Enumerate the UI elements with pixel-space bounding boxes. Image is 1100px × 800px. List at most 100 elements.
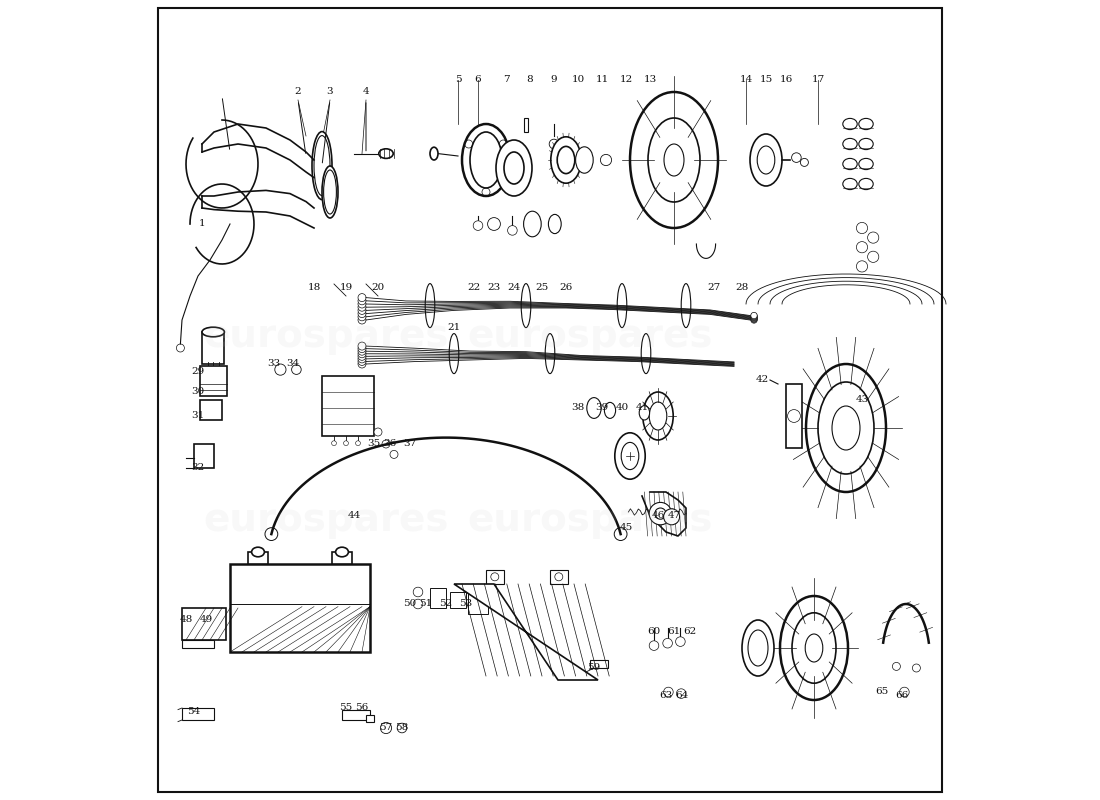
Circle shape [751, 313, 757, 319]
Ellipse shape [859, 178, 873, 190]
Ellipse shape [843, 178, 857, 190]
Text: 49: 49 [199, 615, 212, 625]
Circle shape [355, 441, 361, 446]
Text: 8: 8 [527, 75, 534, 85]
Ellipse shape [604, 402, 616, 418]
Circle shape [649, 641, 659, 650]
Text: 46: 46 [651, 511, 664, 521]
Text: 35: 35 [367, 439, 381, 449]
Ellipse shape [742, 620, 774, 676]
Ellipse shape [202, 327, 224, 337]
Text: 12: 12 [619, 75, 632, 85]
Circle shape [663, 509, 680, 525]
Bar [194, 444, 214, 468]
Text: 11: 11 [595, 75, 608, 85]
Text: 44: 44 [348, 511, 361, 521]
Ellipse shape [832, 406, 860, 450]
Ellipse shape [859, 118, 873, 130]
Bar [469, 592, 488, 614]
Circle shape [751, 312, 757, 318]
Text: 64: 64 [675, 691, 689, 701]
Text: 38: 38 [571, 403, 584, 413]
Text: 48: 48 [179, 615, 192, 625]
Circle shape [788, 410, 801, 422]
Ellipse shape [642, 392, 673, 440]
Circle shape [857, 261, 868, 272]
Circle shape [358, 347, 366, 355]
Circle shape [382, 440, 390, 448]
Ellipse shape [649, 402, 667, 430]
Bar [590, 660, 607, 668]
Circle shape [751, 315, 757, 322]
Bar [249, 552, 267, 564]
Circle shape [358, 300, 366, 308]
Circle shape [397, 723, 407, 733]
Text: 9: 9 [551, 75, 558, 85]
Text: eurospares: eurospares [468, 501, 713, 539]
Bar [182, 608, 225, 640]
Circle shape [751, 315, 757, 322]
Text: 37: 37 [404, 439, 417, 449]
Text: 42: 42 [756, 375, 769, 385]
Circle shape [343, 441, 349, 446]
Bar [366, 715, 374, 722]
Circle shape [358, 350, 366, 358]
Text: 13: 13 [644, 75, 657, 85]
Text: eurospares: eurospares [204, 317, 449, 355]
Circle shape [292, 365, 301, 374]
Text: 14: 14 [739, 75, 752, 85]
Text: 31: 31 [191, 411, 205, 421]
Bar [524, 118, 528, 132]
Text: 10: 10 [571, 75, 584, 85]
Text: 24: 24 [507, 283, 520, 293]
Circle shape [265, 528, 278, 541]
Ellipse shape [504, 152, 524, 184]
Text: 29: 29 [191, 367, 205, 377]
Circle shape [857, 242, 868, 253]
Circle shape [892, 662, 901, 670]
Ellipse shape [312, 131, 332, 200]
Circle shape [390, 450, 398, 458]
Ellipse shape [859, 138, 873, 150]
Ellipse shape [322, 166, 338, 218]
Text: 43: 43 [856, 395, 869, 405]
Ellipse shape [843, 118, 857, 130]
Bar [182, 640, 214, 648]
Circle shape [900, 687, 910, 697]
Circle shape [663, 638, 672, 648]
Ellipse shape [859, 158, 873, 170]
Text: 15: 15 [759, 75, 772, 85]
Text: 17: 17 [812, 75, 825, 85]
Ellipse shape [575, 146, 593, 174]
Circle shape [381, 722, 392, 734]
Circle shape [751, 314, 757, 320]
Text: 25: 25 [536, 283, 549, 293]
Text: 5: 5 [454, 75, 461, 85]
Ellipse shape [558, 146, 575, 174]
Text: 36: 36 [384, 439, 397, 449]
Text: 65: 65 [876, 687, 889, 697]
Text: eurospares: eurospares [204, 501, 449, 539]
Circle shape [358, 303, 366, 311]
Ellipse shape [551, 137, 581, 183]
Circle shape [358, 345, 366, 353]
Circle shape [176, 344, 185, 352]
Text: 16: 16 [780, 75, 793, 85]
Ellipse shape [843, 138, 857, 150]
Bar [199, 366, 227, 396]
Circle shape [751, 316, 757, 322]
Circle shape [414, 599, 422, 609]
Text: 51: 51 [419, 599, 432, 609]
Circle shape [751, 314, 757, 321]
Ellipse shape [818, 382, 874, 474]
Circle shape [414, 587, 422, 597]
Text: 50: 50 [404, 599, 417, 609]
Ellipse shape [792, 613, 836, 683]
Circle shape [358, 310, 366, 318]
Text: 57: 57 [379, 723, 393, 733]
Circle shape [358, 313, 366, 321]
Ellipse shape [648, 118, 700, 202]
Ellipse shape [630, 92, 718, 228]
Text: 26: 26 [560, 283, 573, 293]
Text: 62: 62 [683, 627, 696, 637]
